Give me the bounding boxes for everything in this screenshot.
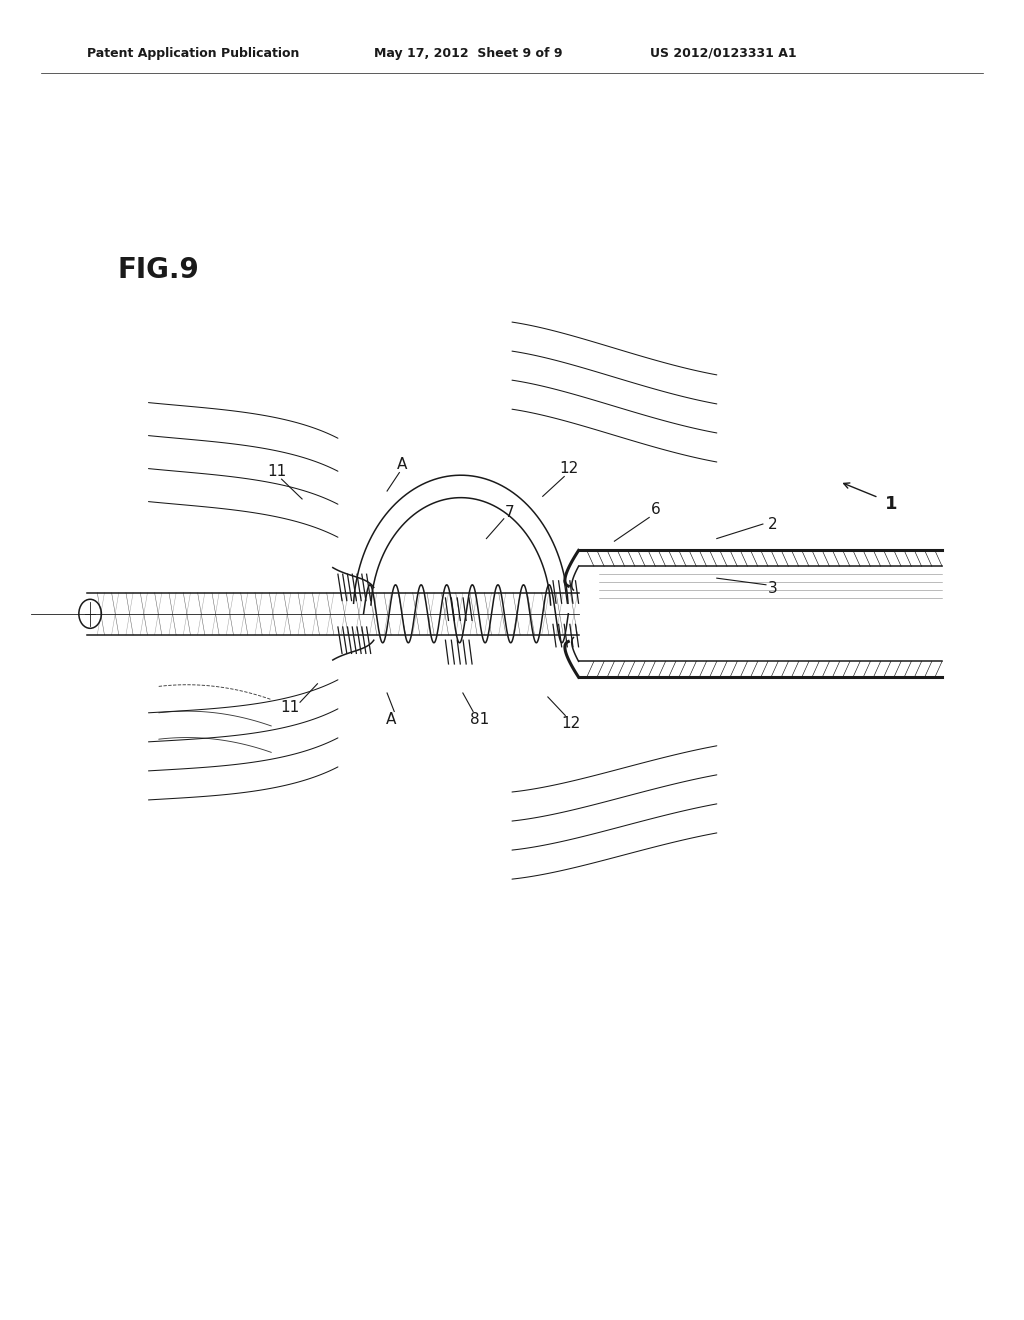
Text: A: A [397, 457, 408, 473]
Text: FIG.9: FIG.9 [118, 256, 200, 284]
Text: 12: 12 [562, 715, 581, 731]
Text: 2: 2 [768, 516, 778, 532]
Text: 7: 7 [505, 504, 515, 520]
Text: 12: 12 [560, 461, 579, 477]
Text: 81: 81 [470, 711, 488, 727]
Text: 3: 3 [768, 581, 778, 597]
Text: 11: 11 [267, 463, 286, 479]
Text: 6: 6 [650, 502, 660, 517]
Text: May 17, 2012  Sheet 9 of 9: May 17, 2012 Sheet 9 of 9 [374, 46, 562, 59]
Text: US 2012/0123331 A1: US 2012/0123331 A1 [650, 46, 797, 59]
Text: 11: 11 [281, 700, 299, 715]
Text: A: A [386, 711, 396, 727]
Text: 1: 1 [885, 495, 897, 513]
Text: Patent Application Publication: Patent Application Publication [87, 46, 299, 59]
